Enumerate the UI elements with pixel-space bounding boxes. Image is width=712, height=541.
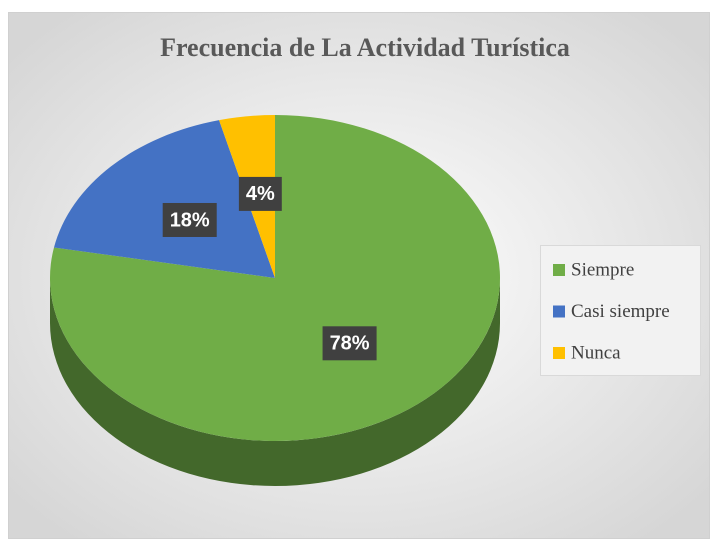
- legend: [540, 245, 701, 376]
- pie-side: [50, 278, 500, 486]
- data-label: 18%: [170, 209, 210, 231]
- data-label: 4%: [246, 183, 275, 205]
- legend-label: Nunca: [571, 342, 621, 363]
- legend-label: Casi siempre: [571, 301, 670, 322]
- data-label: 78%: [330, 333, 370, 355]
- legend-swatch: [553, 264, 565, 276]
- data-label-box: [322, 326, 377, 361]
- data-label-box: [162, 202, 217, 237]
- pie: [49, 115, 500, 486]
- legend-swatch: [553, 347, 565, 359]
- chart-title: Frecuencia de La Actividad Turística: [160, 33, 570, 62]
- legend-swatch: [553, 305, 565, 318]
- data-label-box: [238, 176, 282, 211]
- legend-label: Siempre: [571, 259, 634, 280]
- pie-slice: [53, 120, 275, 278]
